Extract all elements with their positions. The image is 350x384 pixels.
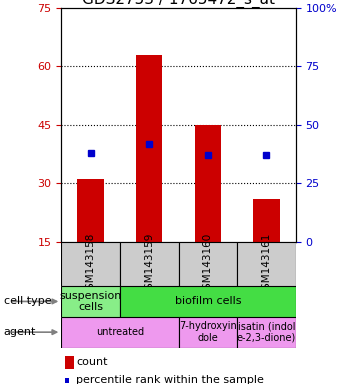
Title: GDS2753 / 1765472_s_at: GDS2753 / 1765472_s_at (82, 0, 275, 8)
Text: GSM143160: GSM143160 (203, 232, 213, 296)
Bar (77, 179, 104, 242)
Bar (136, 55, 162, 242)
Text: suspension
cells: suspension cells (60, 291, 122, 312)
Text: agent: agent (4, 327, 36, 337)
Bar (61, 317, 178, 348)
Text: percentile rank within the sample: percentile rank within the sample (76, 375, 264, 384)
Bar (237, 242, 296, 286)
Text: cell type: cell type (4, 296, 51, 306)
Bar (120, 242, 178, 286)
Text: count: count (76, 357, 108, 367)
Bar (61, 286, 120, 317)
Text: 7-hydroxyin
dole: 7-hydroxyin dole (179, 321, 237, 343)
Bar (178, 242, 237, 286)
Text: biofilm cells: biofilm cells (175, 296, 241, 306)
Text: GSM143159: GSM143159 (144, 232, 154, 296)
Bar (195, 125, 221, 242)
Text: GSM143161: GSM143161 (261, 232, 272, 296)
Bar (237, 317, 296, 348)
Bar (178, 317, 237, 348)
Text: isatin (indol
e-2,3-dione): isatin (indol e-2,3-dione) (237, 321, 296, 343)
Text: untreated: untreated (96, 327, 144, 337)
Bar (61, 242, 120, 286)
Bar (253, 199, 280, 242)
Text: GSM143158: GSM143158 (85, 232, 96, 296)
Bar (120, 286, 296, 317)
